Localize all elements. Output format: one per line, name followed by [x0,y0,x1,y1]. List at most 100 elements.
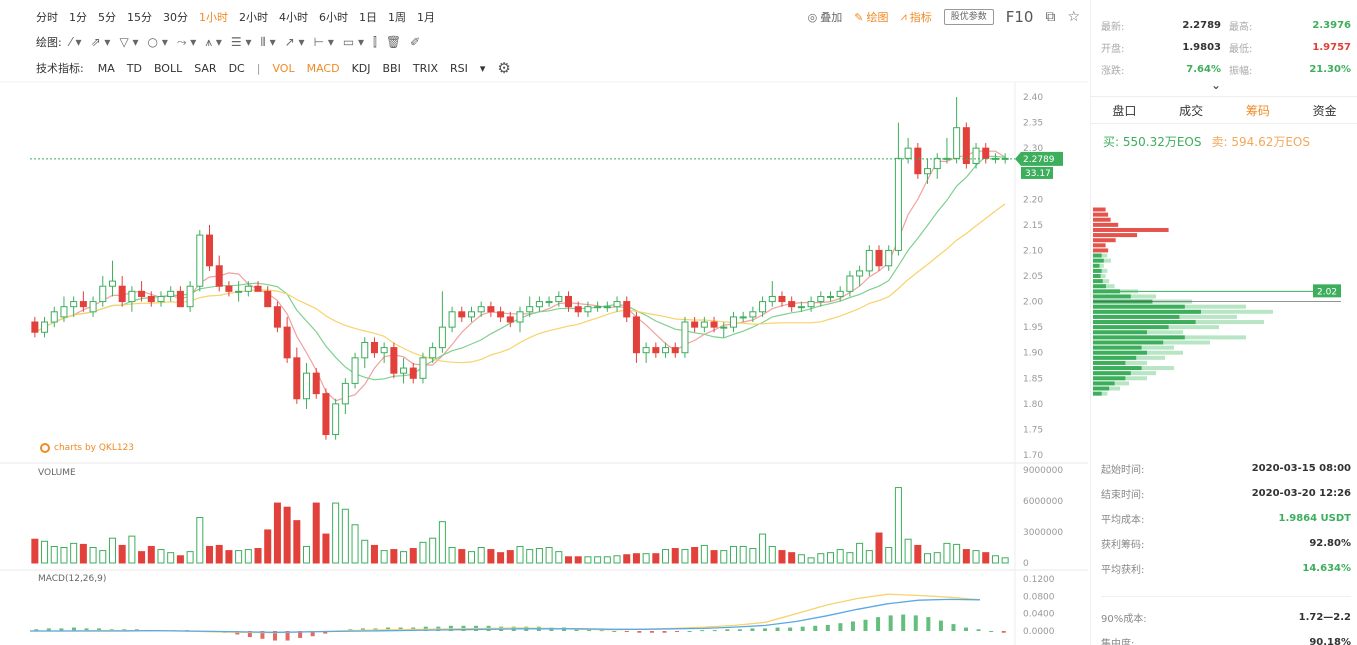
candle-body [632,316,640,354]
candle [739,311,747,323]
measure-tool-icon[interactable]: ⊢ ▾ [313,35,334,49]
bar-tool-icon[interactable]: ⫿ [373,34,377,49]
candle [186,281,194,312]
volume-bar [652,553,660,564]
line-tool-icon[interactable]: ⁄ ▾ [69,35,82,49]
volume-bar [400,551,408,564]
channel-tool-icon[interactable]: ▽ ▾ [119,35,139,49]
candle-body [710,321,718,328]
candle-body [797,306,805,309]
indicator-macd[interactable]: MACD [306,61,340,75]
interval-9[interactable]: 1日 [359,11,377,24]
indicator-bbi[interactable]: BBI [382,61,401,75]
arrow-tool-icon[interactable]: ↗ ▾ [284,35,305,49]
chip-bar-light [1093,268,1108,273]
volume-bar [720,550,728,564]
volume-axis-label-1: 6000000 [1023,497,1063,507]
interval-2[interactable]: 5分 [98,11,116,24]
candle [797,301,805,312]
volume-bar [555,551,563,564]
interval-1[interactable]: 1分 [69,11,87,24]
chip-bar-light [1093,360,1147,365]
candle-body [778,295,786,303]
chip-bar-light [1093,355,1165,360]
indicator-vol[interactable]: VOL [272,61,295,75]
candle [603,301,611,312]
fib-tool-icon[interactable]: ☰ ▾ [230,35,252,49]
candle [516,306,524,333]
interval-8[interactable]: 6小时 [319,11,348,24]
candle [807,296,815,312]
volume-bar [380,550,388,564]
tab-1[interactable]: 成交 [1179,104,1204,118]
interval-4[interactable]: 30分 [163,11,188,24]
circle-tool-icon[interactable]: ○ ▾ [147,35,168,49]
macd-hist-bar [97,628,102,631]
fullscreen-icon[interactable]: ⧉ [1045,9,1056,25]
chip-bar-cost [1093,299,1153,304]
draw-button[interactable]: ✎ 绘图 [854,9,888,25]
indicator-dropdown-icon[interactable]: ▾ [479,61,486,75]
chevron-down-icon[interactable]: ⌄ [1211,78,1222,92]
gear-icon[interactable]: ⚙ [497,59,511,77]
tab-3[interactable]: 资金 [1312,104,1337,118]
interval-11[interactable]: 1月 [417,11,435,24]
chip-bar-light [1093,391,1108,396]
settings-button[interactable]: 股优参数 [943,9,994,25]
pattern-tool-icon[interactable]: ⩚ ▾ [205,34,222,49]
chip-bar-cost [1093,314,1180,319]
candle-body [205,234,214,267]
candle [535,296,543,312]
f10-button[interactable]: F10 [1005,8,1034,26]
chip-bar-profit [1093,233,1138,238]
candle [972,143,980,169]
trash-icon[interactable]: 🗑 [385,35,402,49]
indicator-trix[interactable]: TRIX [412,61,438,75]
interval-5[interactable]: 1小时 [199,11,228,24]
interval-6[interactable]: 2小时 [239,11,268,24]
indicator-sar[interactable]: SAR [194,61,217,75]
indicator-td[interactable]: TD [126,61,142,75]
star-icon[interactable]: ☆ [1067,9,1080,25]
volume-bar [565,556,573,564]
indicator-boll[interactable]: BOLL [153,61,183,75]
high-label: 最高: [1229,21,1253,33]
volume-bar [739,545,747,564]
macd-hist-bar [976,629,981,631]
candle-body [273,306,281,328]
interval-3[interactable]: 15分 [127,11,152,24]
price-axis-label-10: 1.90 [1023,349,1043,359]
ray-tool-icon[interactable]: ⇗ ▾ [90,35,111,49]
candle-body [516,311,524,323]
macd-axis-label-1: 0.0800 [1023,592,1055,602]
candle [933,153,941,179]
overlay-button[interactable]: ◎ 叠加 [808,9,843,25]
interval-10[interactable]: 1周 [388,11,406,24]
indicator-rsi[interactable]: RSI [450,61,468,75]
indicator-ma[interactable]: MA [97,61,115,75]
grid-tool-icon[interactable]: ⦀ ▾ [260,34,276,49]
candle-body [671,347,679,354]
wave-tool-icon[interactable]: ⤳ ▾ [176,34,197,49]
change-value: 7.64% [1186,63,1221,75]
candle-body [506,316,514,323]
indicator-dc[interactable]: DC [228,61,245,75]
interval-0[interactable]: 分时 [36,11,58,24]
latest-value: 2.2789 [1182,19,1221,31]
tab-2[interactable]: 筹码 [1245,104,1270,118]
kline-chart[interactable]: 2.402.352.302.252.202.152.102.052.001.95… [0,0,1088,645]
eraser-icon[interactable]: ✐ [410,35,421,49]
tab-0[interactable]: 盘口 [1112,104,1137,118]
info-row-profit-chip: 获利筹码: 92.80% [1101,531,1351,556]
avg-profit-value: 14.634% [1302,563,1351,574]
candle-body [235,290,243,293]
macd-hist-bar [59,628,64,631]
stat-row-latest: 最新: 2.2789 最高: 2.3976 [1101,14,1351,36]
interval-7[interactable]: 4小时 [279,11,308,24]
candle [138,281,146,302]
current-tag2-text: 33.17 [1025,169,1051,179]
indicator-button[interactable]: ⩘ 指标 [900,9,931,25]
note-tool-icon[interactable]: ▭ ▾ [342,35,365,49]
indicator-kdj[interactable]: KDJ [351,61,371,75]
candle-body [681,321,689,354]
